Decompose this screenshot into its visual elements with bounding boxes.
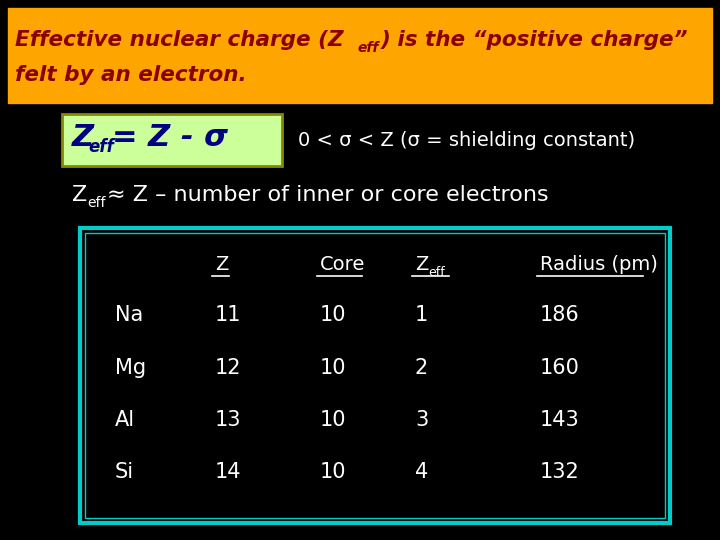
- Text: 10: 10: [320, 305, 346, 325]
- Text: 13: 13: [215, 410, 241, 430]
- Text: eff: eff: [88, 138, 114, 156]
- Text: Al: Al: [115, 410, 135, 430]
- Text: 10: 10: [320, 358, 346, 378]
- Text: 2: 2: [415, 358, 428, 378]
- Text: 10: 10: [320, 410, 346, 430]
- Text: Z: Z: [215, 255, 228, 274]
- Text: Si: Si: [115, 462, 134, 482]
- Text: 3: 3: [415, 410, 428, 430]
- Text: 11: 11: [215, 305, 241, 325]
- FancyBboxPatch shape: [80, 228, 670, 523]
- Text: Z: Z: [72, 124, 94, 152]
- Text: 143: 143: [540, 410, 580, 430]
- FancyBboxPatch shape: [62, 114, 282, 166]
- Text: eff: eff: [87, 196, 106, 210]
- FancyBboxPatch shape: [8, 8, 712, 103]
- Text: Core: Core: [320, 255, 365, 274]
- Text: 14: 14: [215, 462, 241, 482]
- Text: 160: 160: [540, 358, 580, 378]
- Text: Z: Z: [415, 255, 428, 274]
- Text: eff: eff: [428, 266, 445, 279]
- Text: Radius (pm): Radius (pm): [540, 255, 658, 274]
- Text: 1: 1: [415, 305, 428, 325]
- Text: 186: 186: [540, 305, 580, 325]
- Text: Na: Na: [115, 305, 143, 325]
- Text: 10: 10: [320, 462, 346, 482]
- Text: 0 < σ < Z (σ = shielding constant): 0 < σ < Z (σ = shielding constant): [298, 131, 635, 150]
- Text: ) is the “positive charge”: ) is the “positive charge”: [381, 30, 688, 50]
- Text: Effective nuclear charge (Z: Effective nuclear charge (Z: [15, 30, 343, 50]
- Text: Mg: Mg: [115, 358, 146, 378]
- Text: eff: eff: [357, 41, 379, 55]
- Text: felt by an electron.: felt by an electron.: [15, 65, 247, 85]
- Text: 12: 12: [215, 358, 241, 378]
- Text: ≈ Z – number of inner or core electrons: ≈ Z – number of inner or core electrons: [107, 185, 549, 205]
- Text: 4: 4: [415, 462, 428, 482]
- Text: Z: Z: [72, 185, 87, 205]
- Text: 132: 132: [540, 462, 580, 482]
- Text: = Z - σ: = Z - σ: [112, 124, 228, 152]
